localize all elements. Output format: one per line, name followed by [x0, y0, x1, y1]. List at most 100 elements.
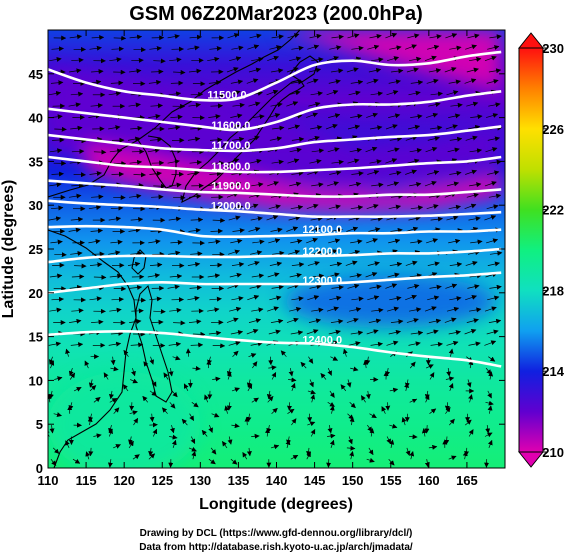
wind-arrow	[212, 217, 226, 223]
wind-arrow	[369, 428, 375, 437]
wind-arrow	[190, 436, 196, 445]
wind-arrow	[410, 114, 423, 119]
wind-arrow	[288, 377, 297, 383]
wind-arrow	[347, 413, 354, 420]
wind-arrow	[231, 262, 245, 267]
wind-arrow	[290, 382, 296, 392]
wind-arrow	[70, 216, 84, 222]
wind-arrow	[246, 447, 252, 457]
wind-arrow	[488, 318, 502, 324]
wind-arrow	[268, 238, 281, 244]
colorbar-top-arrow	[517, 32, 545, 49]
wind-arrow	[291, 45, 304, 51]
wind-arrow	[466, 379, 472, 388]
wind-arrow	[310, 91, 323, 97]
wind-arrow	[168, 368, 174, 377]
wind-arrow	[271, 407, 278, 414]
wind-arrow	[389, 261, 403, 267]
wind-arrow	[367, 44, 380, 50]
wind-arrow	[330, 356, 339, 361]
wind-arrow	[189, 413, 195, 422]
wind-arrow	[173, 320, 186, 326]
x-tick-label: 130	[189, 473, 211, 488]
wind-arrow	[269, 295, 282, 301]
wind-arrow	[369, 33, 382, 39]
wind-arrow	[222, 440, 228, 449]
wind-arrow	[52, 447, 60, 454]
wind-arrow	[204, 394, 209, 403]
wind-arrow	[368, 318, 382, 324]
wind-arrow	[484, 215, 497, 221]
wind-arrow	[387, 306, 400, 312]
wind-arrow	[110, 356, 116, 366]
wind-arrow	[289, 306, 302, 312]
wind-arrow	[71, 274, 85, 280]
wind-arrow	[251, 182, 264, 188]
wind-arrow	[311, 148, 325, 154]
wind-arrow	[401, 417, 407, 426]
wind-arrow	[448, 383, 454, 392]
wind-arrow	[129, 34, 143, 40]
wind-arrow	[427, 44, 440, 50]
wind-arrow	[310, 428, 316, 437]
colorbar-ticks: 210 214 218 222 226 230	[542, 41, 564, 460]
wind-arrow	[288, 249, 301, 255]
y-tick-label: 45	[29, 67, 43, 82]
wind-arrow	[350, 239, 363, 245]
wind-arrow	[307, 421, 316, 427]
wind-arrow	[468, 216, 481, 222]
wind-arrow	[424, 425, 430, 434]
wind-arrow	[486, 113, 499, 118]
wind-arrow	[207, 182, 220, 187]
wind-arrow	[190, 91, 204, 97]
wind-arrow	[429, 372, 435, 380]
wind-arrow	[168, 91, 182, 97]
wind-arrow	[405, 44, 417, 50]
wind-arrow	[89, 262, 103, 268]
wind-arrow	[347, 124, 361, 130]
wind-arrow	[405, 169, 417, 175]
wind-arrow	[444, 402, 450, 411]
wind-arrow	[444, 436, 450, 445]
wind-arrow	[308, 356, 314, 364]
wind-arrow	[149, 137, 163, 143]
wind-arrow	[450, 102, 463, 108]
wind-arrow	[169, 307, 182, 313]
wind-arrow	[147, 147, 161, 153]
wind-arrow	[207, 273, 221, 279]
wind-arrow	[449, 45, 462, 51]
wind-arrow	[192, 365, 201, 371]
colorbar-tick-label: 218	[542, 283, 564, 298]
wind-arrow	[88, 379, 94, 388]
wind-arrow	[89, 171, 102, 176]
x-tick-label: 125	[151, 473, 173, 488]
wind-arrow	[329, 170, 342, 176]
wind-arrow	[212, 343, 226, 349]
wind-arrow	[390, 68, 404, 74]
wind-arrow	[93, 149, 107, 155]
wind-arrow	[464, 203, 477, 210]
wind-arrow	[311, 307, 324, 313]
wind-arrow	[289, 147, 302, 153]
coastline-outline	[48, 30, 319, 468]
y-tick-label: 25	[29, 242, 43, 257]
wind-arrow	[169, 148, 183, 154]
coastline-taiwan	[131, 249, 147, 275]
x-axis-ticks: 110 115 120 125 130 135 140 145 150 155 160 165	[38, 30, 478, 488]
wind-arrow	[426, 204, 439, 210]
wind-arrow	[108, 125, 121, 131]
wind-arrow	[49, 148, 63, 154]
wind-arrow	[181, 418, 188, 426]
wind-arrow	[169, 182, 182, 188]
wind-arrow	[268, 113, 281, 118]
wind-arrow	[133, 172, 146, 178]
wind-arrow	[365, 272, 378, 278]
wind-arrow	[109, 273, 123, 279]
wind-arrow	[85, 451, 91, 460]
wind-arrow	[309, 33, 322, 39]
wind-arrow	[410, 79, 424, 85]
wind-arrow	[187, 170, 200, 176]
wind-arrow	[349, 451, 355, 460]
wind-arrow	[171, 390, 178, 398]
wind-arrow	[489, 34, 502, 40]
